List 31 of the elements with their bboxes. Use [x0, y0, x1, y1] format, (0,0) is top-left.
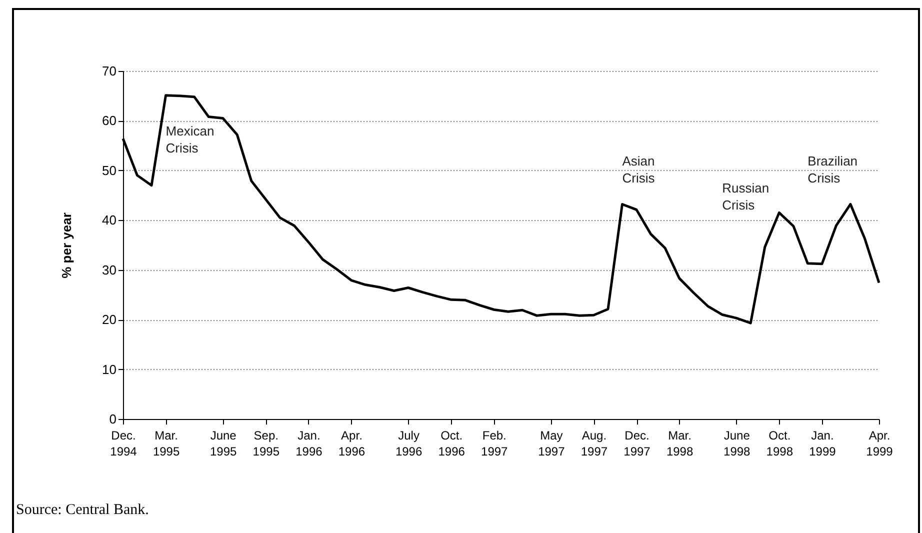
- x-tick-label: Oct. 1996: [438, 428, 466, 458]
- annotation: Asian Crisis: [622, 154, 656, 186]
- y-tick-label: 60: [102, 113, 116, 128]
- x-tick-label: July 1996: [395, 428, 422, 458]
- x-tick-label: Dec. 1997: [624, 428, 651, 458]
- y-axis-title: % per year: [59, 212, 74, 278]
- x-tick-label: Dec. 1994: [110, 428, 138, 458]
- y-tick-label: 30: [102, 262, 116, 278]
- x-tick-label: Mar. 1998: [666, 428, 694, 458]
- y-tick-label: 20: [102, 312, 116, 328]
- x-tick-label: Feb. 1997: [481, 428, 508, 458]
- x-tick-label: Sep. 1995: [252, 428, 280, 458]
- annotation: Brazilian Crisis: [808, 154, 858, 186]
- x-tick-label: June 1998: [724, 428, 751, 458]
- x-tick-label: Aug. 1997: [580, 428, 608, 458]
- annotation: Mexican Crisis: [166, 124, 214, 156]
- x-tick-label: May 1997: [538, 428, 566, 458]
- x-tick-label: Apr. 1996: [338, 428, 366, 458]
- annotation: Russian Crisis: [722, 180, 770, 212]
- y-tick-label: 70: [102, 64, 116, 78]
- source-note: Source: Central Bank.: [16, 502, 149, 519]
- x-tick-label: June 1995: [210, 428, 238, 458]
- x-tick-label: Apr. 1999: [866, 428, 894, 458]
- x-tick-label: Mar. 1995: [152, 428, 180, 458]
- y-tick-label: 0: [109, 412, 116, 426]
- y-tick-label: 10: [102, 362, 116, 377]
- x-tick-label: Jan. 1996: [296, 428, 323, 458]
- y-tick-label: 40: [102, 212, 116, 228]
- x-tick-label: Oct. 1998: [766, 428, 794, 458]
- y-tick-label: 50: [102, 162, 116, 178]
- x-tick-label: Jan. 1999: [809, 428, 836, 458]
